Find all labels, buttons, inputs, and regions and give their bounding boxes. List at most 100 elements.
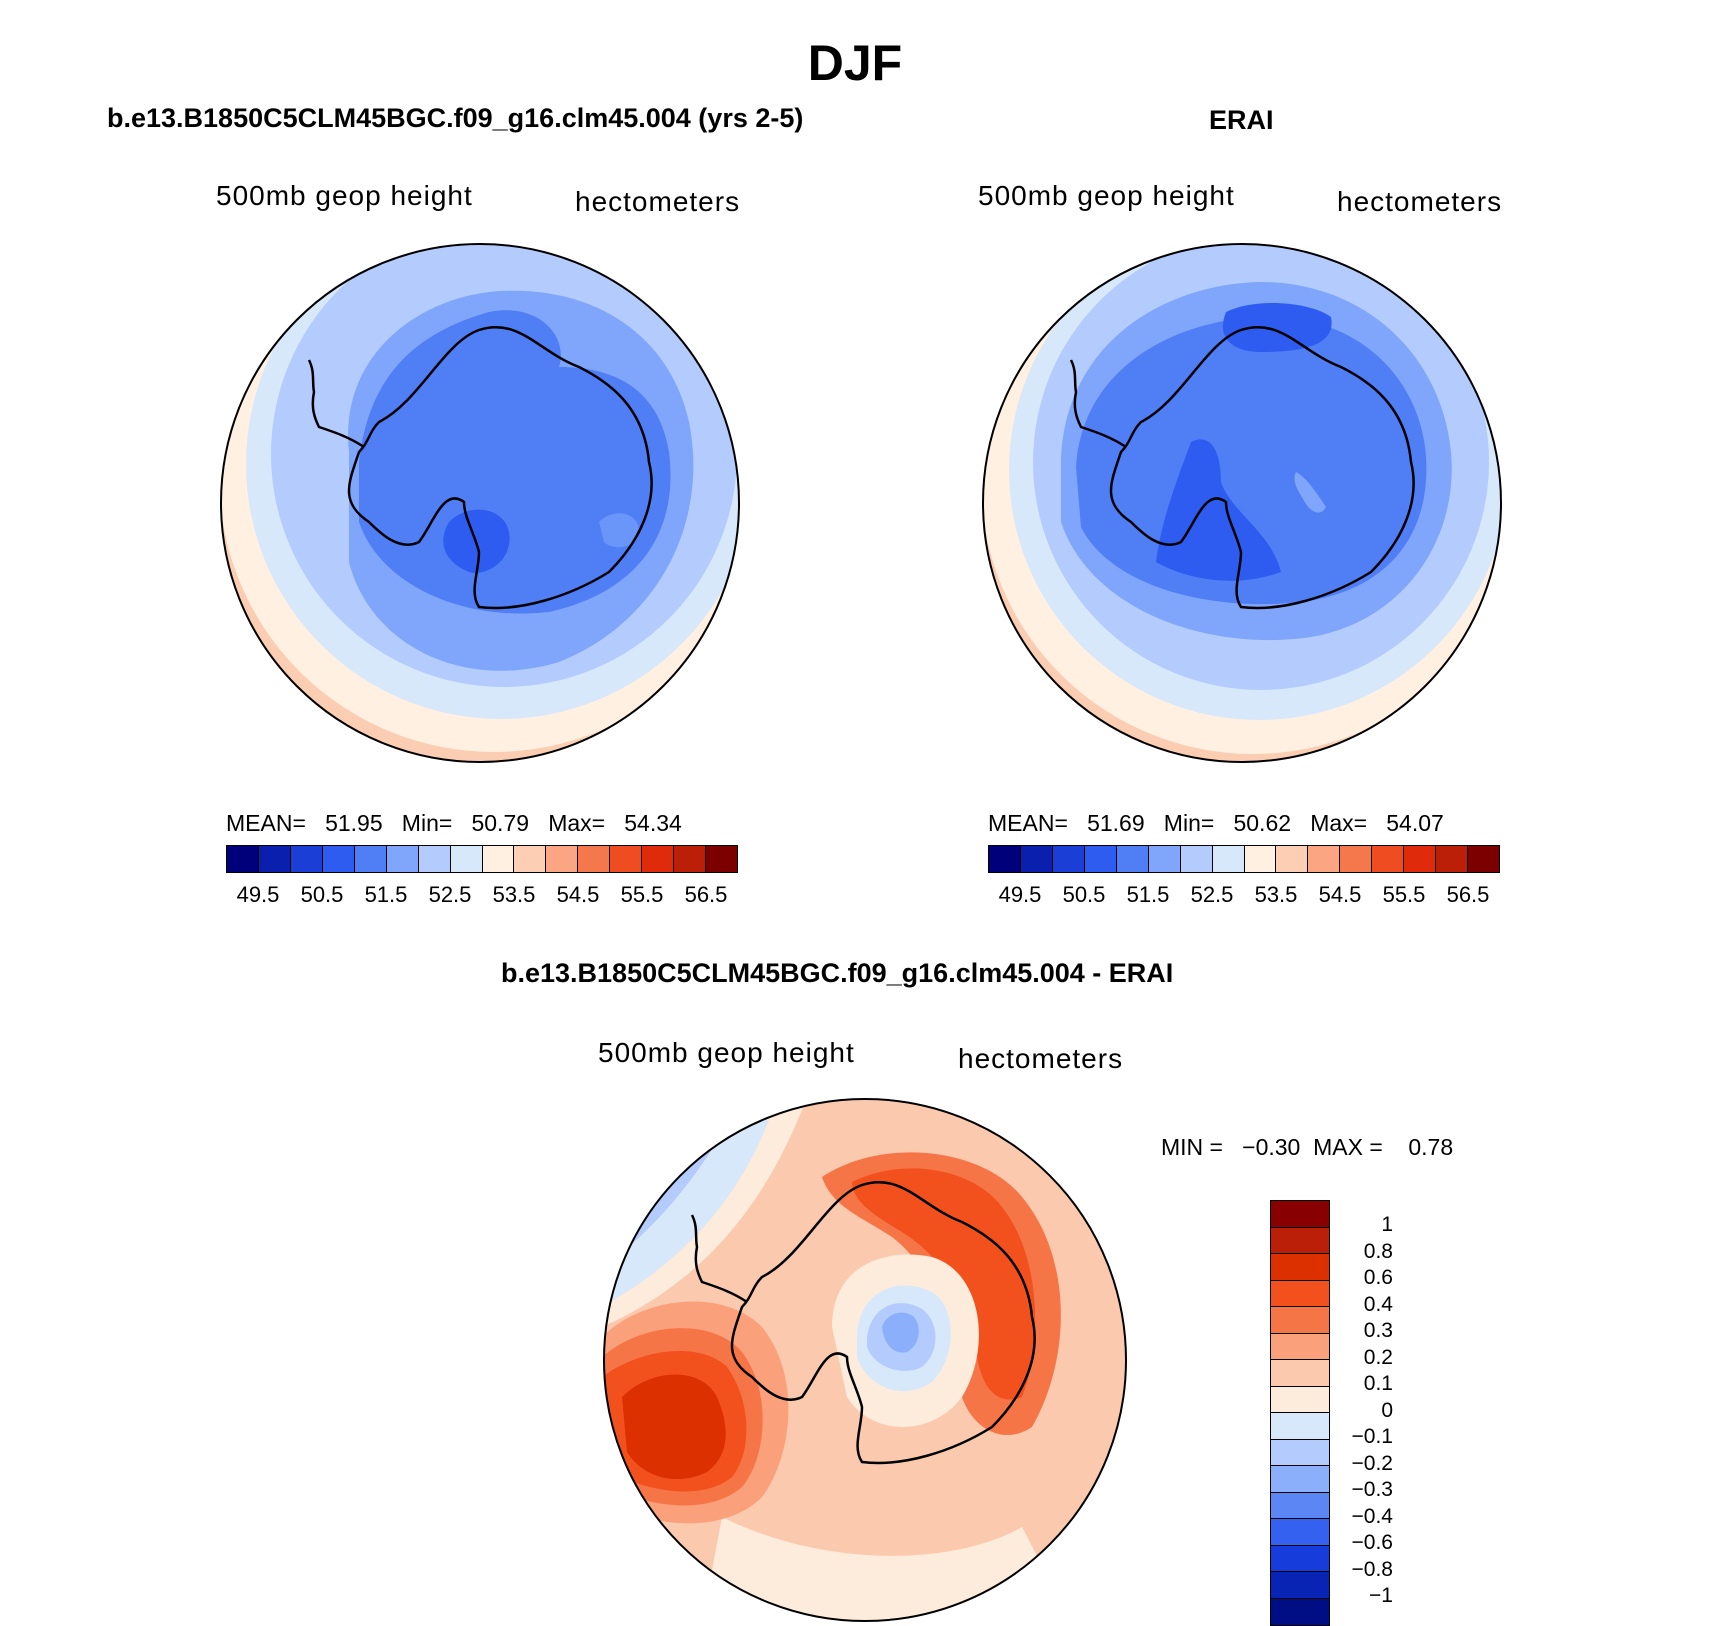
colorbar-tick-label: 56.5 [684, 882, 728, 907]
antarctica-coastline [730, 1180, 1036, 1465]
diff-colorbar [1270, 1200, 1330, 1626]
colorbar-swatch [610, 846, 643, 872]
obs-polar-map [982, 243, 1502, 763]
model-colorbar-ticks: 49.5 50.5 51.5 52.5 53.5 54.5 55.5 56.5 [226, 882, 738, 908]
diff-field-label: 500mb geop height [598, 1037, 855, 1068]
model-colorbar [226, 845, 738, 873]
colorbar-tick-label: 52.5 [1190, 882, 1234, 907]
colorbar-swatch [1020, 846, 1053, 872]
colorbar-swatch [989, 846, 1021, 872]
colorbar-tick-label: 49.5 [998, 882, 1042, 907]
colorbar-swatch [1276, 846, 1309, 872]
colorbar-tick-label: −0.8 [1351, 1557, 1393, 1581]
colorbar-swatch [482, 846, 515, 872]
colorbar-swatch [1271, 1466, 1329, 1493]
model-polar-map [220, 243, 740, 763]
diff-colorbar-ticks: 1 0.8 0.6 0.4 0.3 0.2 0.1 0 −0.1 −0.2 −0.3 −0.4 −0.6… [1335, 1213, 1393, 1611]
colorbar-swatch [1271, 1598, 1329, 1625]
colorbar-tick-label: −0.4 [1351, 1504, 1393, 1528]
figure-title: DJF [807, 35, 903, 91]
colorbar-tick-label: 0.4 [1363, 1292, 1393, 1316]
colorbar-swatch [1271, 1572, 1329, 1599]
colorbar-swatch [578, 846, 611, 872]
colorbar-swatch [450, 846, 483, 872]
colorbar-swatch [227, 846, 259, 872]
colorbar-tick-label: −0.1 [1351, 1425, 1393, 1448]
colorbar-swatch [514, 846, 547, 872]
colorbar-swatch [1271, 1333, 1329, 1360]
antarctic-peninsula [1069, 359, 1127, 449]
colorbar-tick-label: 54.5 [556, 882, 600, 907]
colorbar-swatch [1052, 846, 1085, 872]
antarctica-coastline [347, 325, 653, 610]
colorbar-swatch [1271, 1201, 1329, 1228]
colorbar-swatch [642, 846, 675, 872]
colorbar-swatch [1212, 846, 1245, 872]
antarctic-peninsula [690, 1214, 748, 1304]
obs-colorbar [988, 845, 1500, 873]
colorbar-swatch [290, 846, 323, 872]
colorbar-swatch [1180, 846, 1213, 872]
colorbar-swatch [1271, 1280, 1329, 1307]
colorbar-tick-label: 51.5 [1126, 882, 1170, 907]
colorbar-swatch [386, 846, 419, 872]
colorbar-tick-label: 54.5 [1318, 882, 1362, 907]
colorbar-swatch [1271, 1519, 1329, 1546]
colorbar-swatch [1084, 846, 1117, 872]
colorbar-swatch [1404, 846, 1437, 872]
colorbar-swatch [1271, 1492, 1329, 1519]
colorbar-tick-label: 0.1 [1363, 1372, 1393, 1395]
colorbar-swatch [1271, 1307, 1329, 1334]
colorbar-swatch [258, 846, 291, 872]
colorbar-swatch [1468, 846, 1499, 872]
colorbar-tick-label: −1 [1369, 1584, 1393, 1607]
colorbar-tick-label: 55.5 [620, 882, 664, 907]
colorbar-tick-label: −0.2 [1351, 1451, 1393, 1475]
model-field-label: 500mb geop height [216, 180, 473, 211]
antarctica-coastline [1109, 325, 1415, 610]
colorbar-swatch [1308, 846, 1341, 872]
colorbar-swatch [1436, 846, 1469, 872]
colorbar-swatch [674, 846, 707, 872]
colorbar-swatch [1372, 846, 1405, 872]
colorbar-tick-label: −0.3 [1351, 1478, 1393, 1501]
colorbar-swatch [1271, 1439, 1329, 1466]
colorbar-swatch [1340, 846, 1373, 872]
colorbar-tick-label: 50.5 [300, 882, 344, 907]
colorbar-tick-label: 0.8 [1363, 1239, 1393, 1263]
colorbar-swatch [546, 846, 579, 872]
colorbar-tick-label: 53.5 [1254, 882, 1298, 907]
diff-units-label: hectometers [958, 1043, 1124, 1074]
colorbar-tick-label: 52.5 [428, 882, 472, 907]
model-stats: MEAN= 51.95 Min= 50.79 Max= 54.34 [226, 810, 682, 836]
diff-polar-map [603, 1098, 1127, 1622]
model-panel-title: b.e13.B1850C5CLM45BGC.f09_g16.clm45.004 … [107, 103, 804, 133]
colorbar-swatch [1271, 1386, 1329, 1413]
colorbar-swatch [322, 846, 355, 872]
colorbar-swatch [706, 846, 737, 872]
colorbar-swatch [354, 846, 387, 872]
colorbar-swatch [1244, 846, 1277, 872]
colorbar-swatch [1271, 1227, 1329, 1254]
obs-field-label: 500mb geop height [978, 180, 1235, 211]
colorbar-swatch [1148, 846, 1181, 872]
colorbar-tick-label: 0.3 [1363, 1319, 1393, 1342]
colorbar-tick-label: 1 [1381, 1213, 1393, 1236]
colorbar-tick-label: 50.5 [1062, 882, 1106, 907]
colorbar-swatch [1271, 1360, 1329, 1387]
colorbar-swatch [418, 846, 451, 872]
obs-panel-title: ERAI [1209, 105, 1274, 135]
colorbar-tick-label: 51.5 [364, 882, 408, 907]
colorbar-tick-label: 49.5 [236, 882, 280, 907]
colorbar-tick-label: 53.5 [492, 882, 536, 907]
model-units-label: hectometers [575, 186, 741, 217]
colorbar-tick-label: 56.5 [1446, 882, 1490, 907]
colorbar-tick-label: 0 [1381, 1398, 1393, 1422]
antarctic-peninsula [307, 359, 365, 449]
diff-minmax: MIN = −0.30 MAX = 0.78 [1161, 1134, 1454, 1160]
colorbar-tick-label: 0.6 [1363, 1266, 1393, 1289]
colorbar-swatch [1271, 1545, 1329, 1572]
obs-units-label: hectometers [1337, 186, 1503, 217]
colorbar-swatch [1271, 1413, 1329, 1440]
colorbar-tick-label: −0.6 [1351, 1531, 1393, 1554]
